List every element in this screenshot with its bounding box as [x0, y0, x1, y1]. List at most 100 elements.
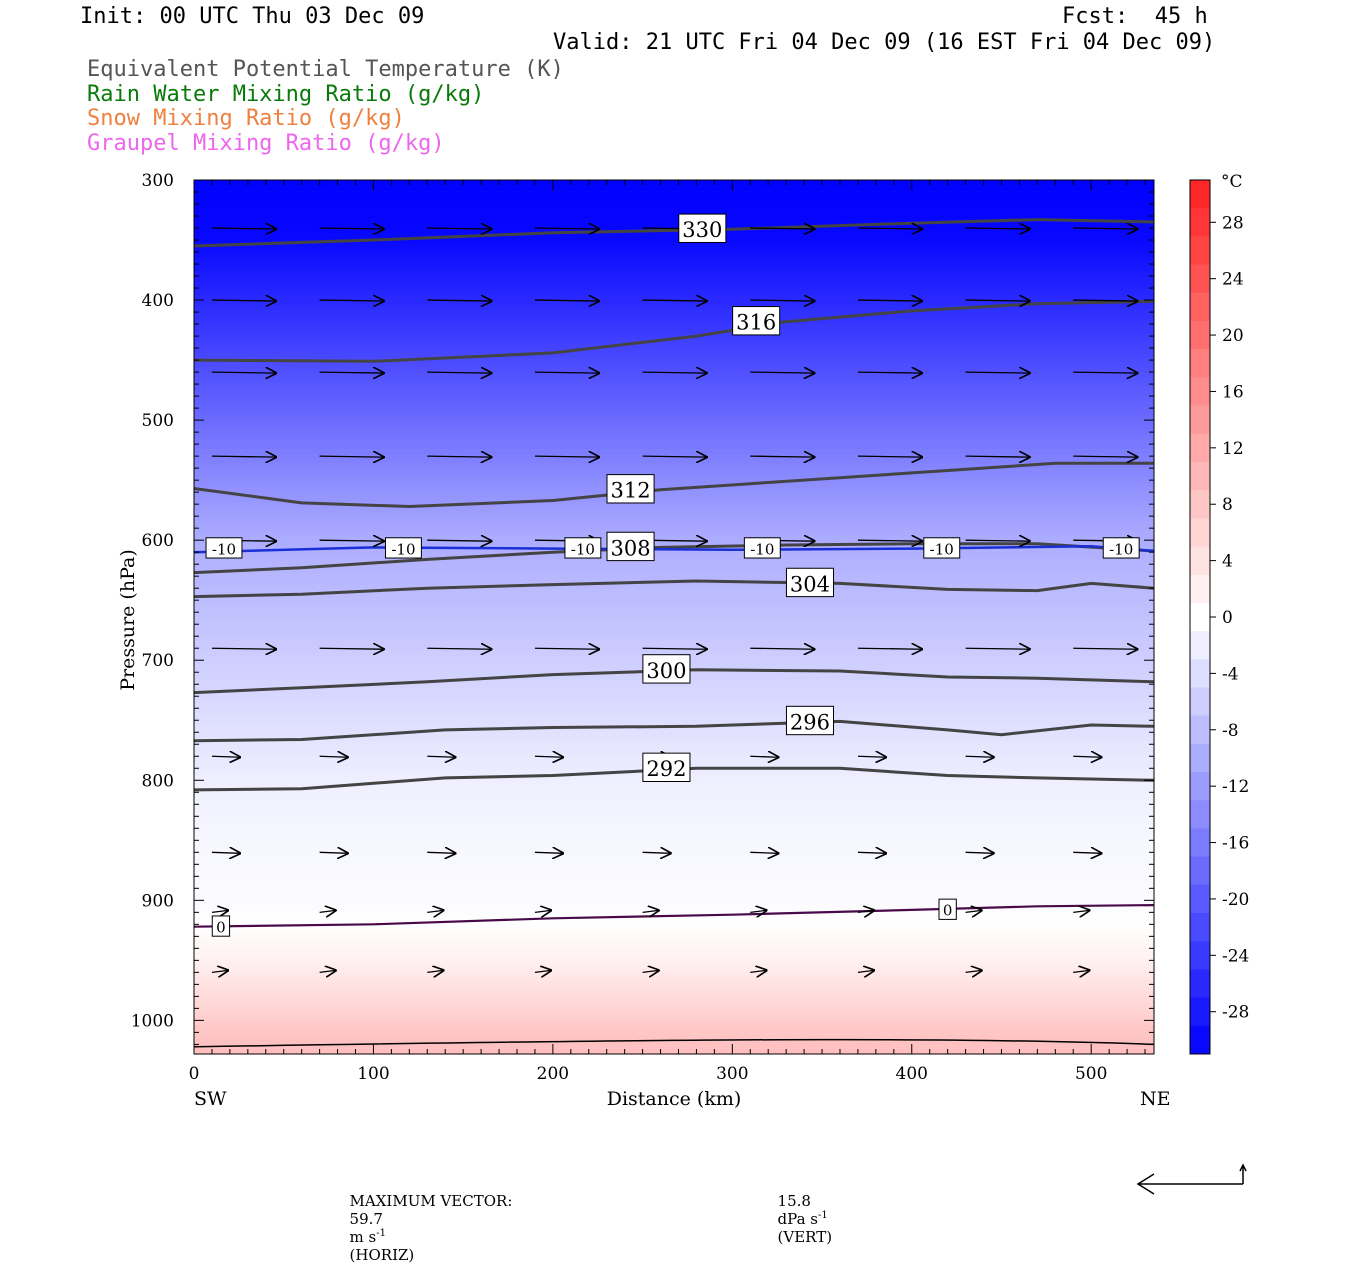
wind-vector — [750, 300, 814, 301]
colorbar-tick-label: 12 — [1222, 439, 1244, 459]
temperature-band — [194, 559, 1154, 565]
theta-e-label-330: 330 — [682, 218, 722, 242]
wind-vector — [857, 910, 874, 912]
wind-vector — [534, 910, 551, 912]
temperature-band — [194, 957, 1154, 964]
temperature-band — [194, 415, 1154, 421]
wind-vector — [750, 456, 814, 457]
temperature-band — [194, 1044, 1154, 1050]
temperature-band — [194, 837, 1154, 844]
wind-vector — [211, 756, 240, 757]
legend-rain: Rain Water Mixing Ratio (g/kg) — [87, 82, 485, 107]
temperature-band — [194, 847, 1154, 853]
wind-vector — [965, 852, 994, 853]
colorbar-band — [1190, 490, 1210, 519]
temperature-band — [194, 352, 1154, 359]
wind-vector — [534, 456, 599, 457]
temperature-band — [194, 1039, 1154, 1045]
isotherm-label-box — [205, 537, 243, 559]
temperature-band — [194, 689, 1154, 695]
temperature-band — [194, 924, 1154, 930]
wind-vector — [857, 372, 922, 373]
temperature-band — [194, 981, 1154, 988]
temperature-band — [194, 496, 1154, 503]
temperature-band — [194, 564, 1154, 570]
wind-vector — [319, 456, 384, 457]
temperature-band — [194, 405, 1154, 412]
wind-vector — [211, 228, 276, 229]
wind-vector — [857, 300, 922, 301]
cross-section-chart: 330 316 312 308 304 300 296 292 -10 -10 -10 -10 -10 -… — [117, 171, 1249, 1110]
colorbar-tick-label: -20 — [1222, 890, 1249, 910]
temperature-band — [194, 223, 1154, 229]
wind-vector — [319, 910, 336, 912]
wind-vector — [750, 970, 766, 972]
temperature-band — [194, 737, 1154, 743]
colorbar-band — [1190, 687, 1210, 717]
temperature-band — [194, 554, 1154, 560]
vert-tag: (VERT) — [777, 1228, 833, 1246]
x-tick-label: 200 — [537, 1064, 569, 1084]
temperature-band — [194, 357, 1154, 364]
temperature-band — [194, 381, 1154, 388]
temperature-band — [194, 285, 1154, 292]
temperature-band — [194, 290, 1154, 296]
horiz-tag: (HORIZ) — [349, 1246, 415, 1264]
wind-vector — [857, 756, 886, 757]
temperature-band — [194, 362, 1154, 368]
wind-vector — [534, 756, 563, 757]
colorbar-band — [1190, 997, 1210, 1027]
y-tick-label: 400 — [142, 291, 174, 311]
temperature-band — [194, 996, 1154, 1002]
temperature-band — [194, 1015, 1154, 1021]
colorbar-band — [1190, 574, 1210, 604]
wind-vector — [750, 228, 814, 229]
wind-vector — [319, 852, 348, 853]
isotherm-label: -10 — [571, 540, 595, 558]
temperature-band — [194, 909, 1154, 916]
temperature-band — [194, 218, 1154, 224]
temperature-band — [194, 324, 1154, 330]
wind-vector — [857, 648, 922, 649]
colorbar-band — [1190, 320, 1210, 350]
wind-vector — [427, 372, 491, 373]
temperature-band — [194, 568, 1154, 575]
wind-vector — [1073, 228, 1137, 229]
wind-vector — [534, 372, 599, 373]
wind-vector — [642, 852, 671, 853]
temperature-band — [194, 338, 1154, 344]
temperature-band — [194, 857, 1154, 863]
theta-e-label-300-box — [642, 654, 691, 684]
colorbar-band — [1190, 433, 1210, 463]
freezing-label: 0 — [216, 918, 226, 936]
temperature-band — [194, 444, 1154, 450]
temperature-band — [194, 631, 1154, 637]
temperature-band — [194, 343, 1154, 349]
temperature-band — [194, 626, 1154, 633]
wind-vector — [642, 300, 707, 301]
wind-vector — [427, 228, 491, 229]
forecast-hour: Fcst: 45 h — [1062, 4, 1208, 29]
temperature-band — [194, 607, 1154, 613]
wind-vector — [534, 228, 599, 229]
temperature-band — [194, 799, 1154, 805]
temperature-band — [194, 746, 1154, 753]
colorbar-band — [1190, 461, 1210, 491]
vert-unit: dPa s — [777, 1210, 818, 1228]
wind-vector — [750, 372, 814, 373]
temperature-band — [194, 641, 1154, 647]
x-axis-label: Distance (km) — [607, 1088, 742, 1110]
colorbar-band — [1190, 602, 1210, 632]
temperature-band — [194, 703, 1154, 709]
colorbar-band — [1190, 292, 1210, 322]
temperature-band — [194, 295, 1154, 301]
temperature-band — [194, 1005, 1154, 1012]
temperature-band — [194, 597, 1154, 604]
colorbar: 28 24 20 16 12 8 4 0 -4 -8 -12 -16 -20 -24 -28 — [1189, 179, 1249, 1055]
colorbar-band — [1190, 941, 1210, 970]
temperature-band — [194, 1020, 1154, 1026]
temperature-band — [194, 1010, 1154, 1017]
theta-e-contour-304 — [194, 579, 1154, 599]
wind-vector — [427, 456, 491, 457]
temperature-band — [194, 180, 1154, 186]
